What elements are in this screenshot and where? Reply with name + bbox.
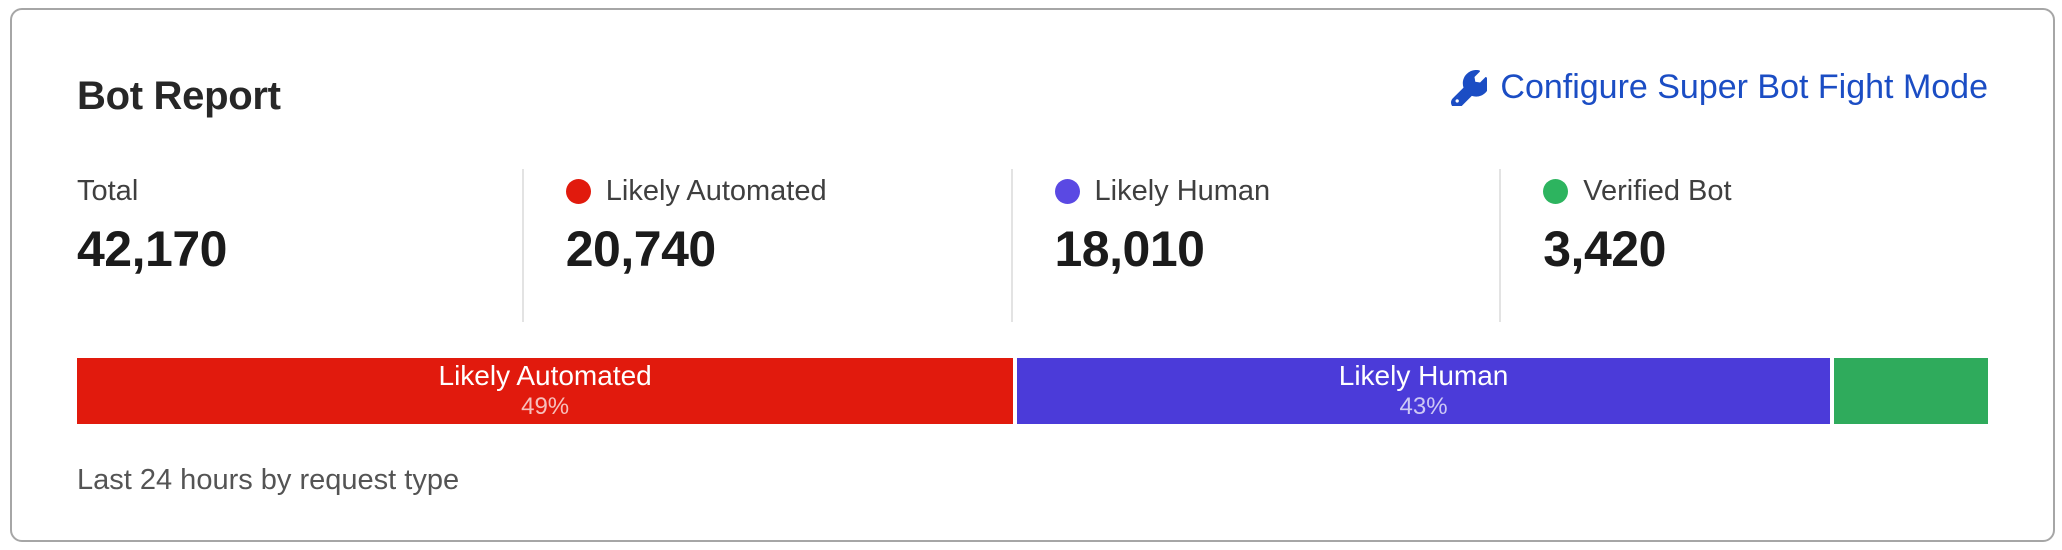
- stat-label: Verified Bot: [1583, 175, 1732, 207]
- stat-label: Likely Human: [1094, 175, 1271, 207]
- card-header: Bot Report Configure Super Bot Fight Mod…: [77, 68, 1988, 119]
- stat-likely-human: Likely Human 18,010: [1010, 169, 1500, 322]
- page-title: Bot Report: [77, 74, 281, 118]
- likely-human-dot-icon: [1054, 179, 1080, 204]
- configure-link-label: Configure Super Bot Fight Mode: [1500, 68, 1988, 106]
- stat-value: 18,010: [1054, 221, 1205, 277]
- stat-label: Total: [77, 175, 139, 207]
- configure-super-bot-fight-mode-link[interactable]: Configure Super Bot Fight Mode: [1451, 68, 1988, 107]
- bot-report-card: Bot Report Configure Super Bot Fight Mod…: [10, 8, 2055, 542]
- card-caption: Last 24 hours by request type: [77, 464, 460, 496]
- verified-bot-dot-icon: [1543, 179, 1569, 204]
- wrench-icon: [1451, 69, 1488, 106]
- bar-segment-verified-bot[interactable]: Verified Bot: [1833, 358, 1988, 424]
- stat-value: 42,170: [77, 221, 227, 277]
- bar-segment-likely-human[interactable]: Likely Human 43%: [1017, 358, 1830, 424]
- bar-segment-percent: 49%: [521, 393, 570, 421]
- bar-segment-likely-automated[interactable]: Likely Automated 49%: [77, 358, 1014, 424]
- stat-likely-automated: Likely Automated 20,740: [521, 169, 1011, 322]
- stats-row: Total 42,170 Likely Automated 20,740 Lik…: [77, 169, 1988, 322]
- stat-value: 20,740: [565, 221, 716, 277]
- bar-segment-label: Likely Human: [1338, 359, 1509, 391]
- stat-total: Total 42,170: [77, 169, 522, 322]
- bar-segment-percent: 43%: [1399, 393, 1448, 421]
- stat-value: 3,420: [1543, 221, 1666, 277]
- bar-segment-label: Likely Automated: [438, 359, 652, 391]
- likely-automated-dot-icon: [565, 179, 591, 204]
- stat-label: Likely Automated: [605, 175, 827, 207]
- bot-traffic-stacked-bar: Likely Automated 49% Likely Human 43% Ve…: [77, 358, 1988, 424]
- stat-verified-bot: Verified Bot 3,420: [1499, 169, 1988, 322]
